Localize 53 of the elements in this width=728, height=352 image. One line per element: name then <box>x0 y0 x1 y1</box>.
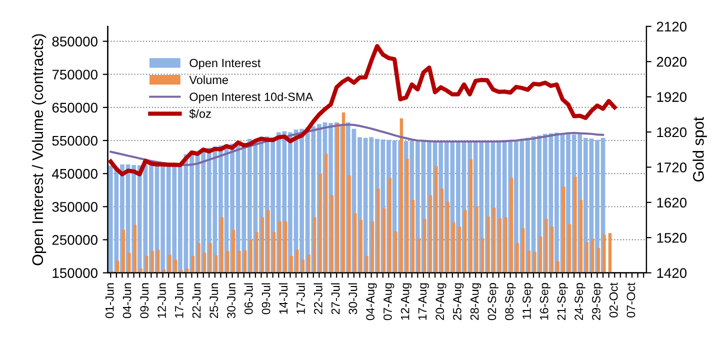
x-tick-label: 06-Jul <box>244 283 253 314</box>
y2-tick-label: 1920 <box>657 92 687 102</box>
x-tick-label: 29-Sep <box>592 283 603 320</box>
legend-label: $/oz <box>189 109 211 119</box>
x-tick-label: 20-Aug <box>436 283 446 320</box>
x-tick-label: 02-Oct <box>609 282 618 318</box>
x-tick-label: 07-Oct <box>626 282 636 318</box>
y2-tick-label: 1720 <box>657 162 687 172</box>
legend-label: Volume <box>189 75 228 84</box>
x-tick-label: 22-Jun <box>192 283 201 318</box>
x-tick-label: 02-Sep <box>488 283 498 320</box>
y-tick-label: 850000 <box>52 36 98 46</box>
x-tick-label: 30-Jun <box>227 283 236 318</box>
y2-tick-label: 2020 <box>656 56 687 67</box>
y2-tick-label: 1620 <box>657 198 687 208</box>
x-tick-label: 17-Aug <box>418 283 429 320</box>
y2-tick-label: 1820 <box>657 127 687 138</box>
x-tick-label: 11-Sep <box>522 283 534 319</box>
legend-label: Open Interest 10d-SMA <box>190 92 314 104</box>
x-tick-label: 14-Jul <box>278 283 288 314</box>
x-tick-label: 25-Aug <box>453 283 464 320</box>
x-tick-label: 17-Jul <box>296 283 305 314</box>
x-tick-label: 25-Jun <box>210 283 218 318</box>
x-tick-label: 22-Jul <box>314 283 322 314</box>
x-tick-label: 17-Jun <box>175 283 184 318</box>
x-tick-label: 04-Jun <box>122 283 132 318</box>
y2-tick-label: 1520 <box>657 232 687 243</box>
y2-tick-label: 1420 <box>657 268 687 278</box>
y-tick-label: 150000 <box>52 268 98 278</box>
y-tick-label: 450000 <box>52 168 98 179</box>
x-tick-label: 07-Aug <box>384 283 394 320</box>
x-tick-label: 16-Sep <box>540 283 551 320</box>
y-tick-label: 250000 <box>52 235 98 245</box>
x-tick-label: 04-Aug <box>366 283 377 320</box>
y-tick-label: 350000 <box>52 202 98 212</box>
x-tick-label: 12-Jun <box>158 283 166 318</box>
y-tick-label: 550000 <box>52 136 98 146</box>
x-tick-label: 12-Aug <box>400 283 412 320</box>
legend-label: Open Interest <box>190 58 261 70</box>
x-tick-label: 27-Jul <box>331 283 340 314</box>
x-tick-label: 08-Sep <box>505 283 516 320</box>
x-tick-label: 09-Jul <box>262 283 270 314</box>
x-tick-label: 09-Jun <box>140 283 149 318</box>
y-tick-label: 750000 <box>52 70 98 80</box>
y2-axis-title: Gold spot <box>692 117 707 182</box>
y2-tick-label: 2120 <box>656 22 687 32</box>
x-tick-label: 24-Sep <box>574 283 586 320</box>
y-tick-label: 650000 <box>52 102 98 113</box>
x-tick-label: 21-Sep <box>557 283 568 320</box>
x-tick-label: 01-Jun <box>105 283 114 318</box>
x-tick-label: 30-Jul <box>348 283 358 314</box>
x-tick-label: 28-Aug <box>470 283 482 320</box>
y-axis-title: Open Interest / Volume (contracts) <box>32 34 46 266</box>
